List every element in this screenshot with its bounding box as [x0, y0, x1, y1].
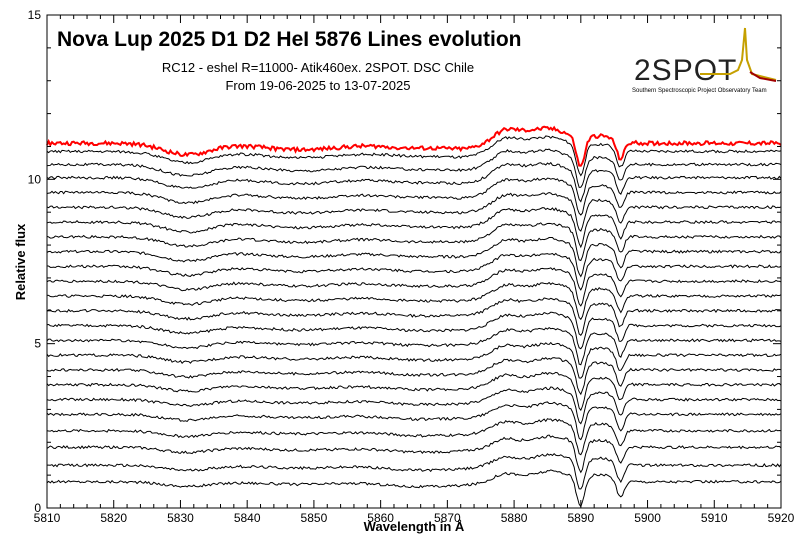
spectrum-line [46, 267, 782, 307]
spectrum-line [46, 207, 782, 249]
x-tick-label: 5890 [567, 511, 594, 525]
x-axis-label: Wavelength in Å [364, 519, 465, 534]
y-tick-label: 15 [28, 8, 42, 22]
chart-title: Nova Lup 2025 D1 D2 HeI 5876 Lines evolu… [57, 28, 522, 51]
spectrum-line [46, 148, 782, 188]
x-tick-label: 5900 [634, 511, 661, 525]
x-axis-ticks: 5810 5820 5830 5840 5850 5860 5870 5880 5890 5900… [34, 15, 795, 525]
spectrum-line [46, 452, 782, 490]
logo: 2SPOT Southern Spectroscopic Project Obs… [632, 27, 777, 94]
series-group [46, 125, 782, 508]
spectrum-line [46, 311, 782, 350]
x-tick-label: 5870 [434, 511, 461, 525]
spectrum-line [46, 236, 782, 278]
plot-frame [46, 14, 782, 509]
spectrum-line [46, 222, 782, 262]
logo-tagline: Southern Spectroscopic Project Observato… [632, 88, 767, 94]
spectrum-line [46, 371, 782, 412]
logo-text: 2SPOT [634, 54, 737, 87]
y-axis-ticks: 0 5 10 15 [28, 8, 781, 515]
logo-accent-icon [749, 71, 777, 82]
spectrum-line [46, 252, 782, 291]
spectrum-line [46, 281, 782, 321]
spectrum-line-latest [46, 125, 782, 167]
spectrum-line [46, 434, 782, 474]
x-tick-label: 5820 [100, 511, 127, 525]
spectrum-line [46, 297, 782, 337]
spectrum-line [46, 418, 782, 456]
spectrum-line [46, 161, 782, 203]
x-tick-label: 5910 [701, 511, 728, 525]
chart-subtitle-1: RC12 - eshel R=11000- Atik460ex. 2SPOT. … [162, 60, 474, 75]
x-tick-label: 5880 [501, 511, 528, 525]
x-tick-label: 5830 [167, 511, 194, 525]
spectrum-line [46, 386, 782, 425]
spectrum-line [46, 135, 782, 177]
chart-subtitle-2: From 19-06-2025 to 13-07-2025 [225, 78, 410, 93]
spectrum-line [46, 341, 782, 379]
spectrum-line [46, 357, 782, 396]
spectrum-line [46, 326, 782, 366]
y-tick-label: 5 [34, 337, 41, 351]
spectrum-line [46, 469, 782, 508]
x-tick-label: 5920 [768, 511, 795, 525]
x-tick-label: 5840 [234, 511, 261, 525]
y-axis-label: Relative flux [13, 223, 28, 300]
x-tick-label: 5860 [367, 511, 394, 525]
x-tick-label: 5810 [34, 511, 61, 525]
y-tick-label: 0 [34, 501, 41, 515]
x-tick-label: 5850 [301, 511, 328, 525]
y-tick-label: 10 [28, 172, 42, 186]
spectrum-line [46, 177, 782, 216]
spectrum-line [46, 191, 782, 232]
spectrum-line [46, 401, 782, 441]
